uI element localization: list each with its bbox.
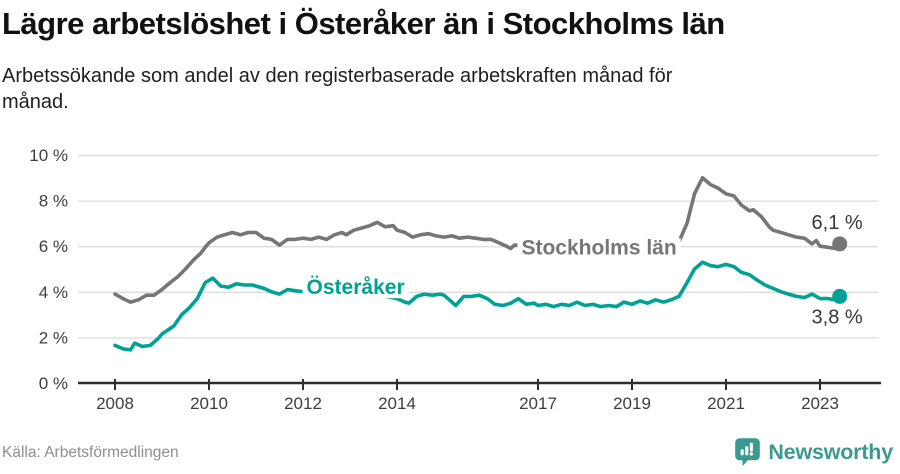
brand-wordmark: Newsworthy: [768, 439, 893, 464]
x-axis-tick-label: 2010: [190, 394, 228, 413]
newsworthy-badge-icon: [735, 438, 761, 467]
exclamation-dot-icon: [750, 452, 754, 456]
series-end-value-label: 6,1 %: [812, 212, 863, 234]
chart-subtitle: Arbetssökande som andel av den registerb…: [2, 63, 672, 115]
series-end-value-label: 3,8 %: [812, 306, 863, 328]
series-line-stockholms-län: [113, 176, 842, 304]
x-axis-tick-label: 2014: [378, 394, 416, 413]
y-axis-tick-label: 2 %: [39, 328, 68, 347]
x-axis-tick-label: 2023: [801, 394, 839, 413]
y-axis-tick-label: 10 %: [29, 146, 68, 165]
x-axis-tick-label: 2012: [284, 394, 322, 413]
y-axis-tick-label: 0 %: [39, 374, 68, 393]
y-axis-tick-label: 6 %: [39, 237, 68, 256]
x-axis-tick-label: 2019: [613, 394, 651, 413]
series-line-österåker: [113, 260, 842, 352]
exclamation-stem-icon: [750, 442, 754, 452]
bar-icon: [745, 446, 749, 456]
series-end-dot: [832, 288, 848, 304]
y-axis-tick-label: 4 %: [39, 283, 68, 302]
series-label: Österåker: [307, 276, 405, 299]
x-axis-tick-label: 2021: [707, 394, 745, 413]
subtitle-line-2: månad.: [2, 91, 69, 113]
y-axis-tick-label: 8 %: [39, 192, 68, 211]
x-axis-tick-label: 2008: [96, 394, 134, 413]
subtitle-line-1: Arbetssökande som andel av den registerb…: [2, 65, 673, 87]
bar-icon: [740, 449, 745, 456]
x-axis-tick-label: 2017: [519, 394, 557, 413]
series-label-mask: [517, 238, 681, 259]
page-title: Lägre arbetslöshet i Österåker än i Stoc…: [2, 6, 725, 41]
series-label: Stockholms län: [521, 236, 676, 259]
source-note: Källa: Arbetsförmedlingen: [2, 444, 179, 461]
series-label-mask: [302, 278, 409, 299]
series-end-dot: [832, 236, 848, 252]
newsworthy-logo: Newsworthy: [734, 437, 893, 467]
